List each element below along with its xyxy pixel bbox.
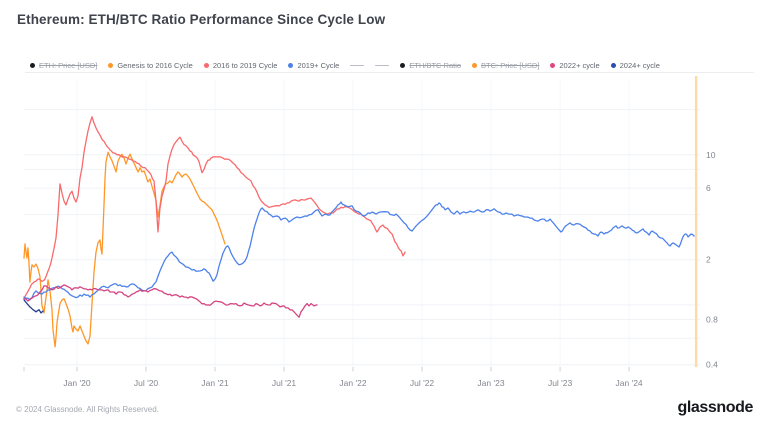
legend-dot-marker <box>400 62 406 68</box>
y-tick-label: 0.4 <box>706 360 718 370</box>
legend-item-eth-price-usd[interactable]: ETH: Price [USD] <box>30 61 97 70</box>
legend-dot-marker <box>610 62 616 68</box>
legend-dot-marker <box>30 62 35 68</box>
legend: ETH: Price [USD] Genesis to 2016 Cycle 201… <box>30 58 708 72</box>
x-tick-label: Jan '22 <box>339 378 366 388</box>
legend-item-2024-cycle[interactable]: 2024+ cycle <box>610 60 660 70</box>
x-tick-label: Jan '24 <box>616 378 643 388</box>
legend-dash-marker <box>350 64 365 66</box>
legend-item-2022-cycle[interactable]: 2022+ cycle <box>550 60 600 70</box>
legend-item-dash-5[interactable] <box>375 64 390 66</box>
series-line-genesis-to-2016-cycle[interactable] <box>23 151 226 348</box>
legend-dash-marker <box>375 64 390 66</box>
series-line-2024-cycle[interactable] <box>23 299 44 314</box>
legend-item-label: 2024+ cycle <box>619 60 660 70</box>
legend-dot-marker <box>472 62 478 68</box>
series-line-2022-cycle[interactable] <box>23 284 318 318</box>
legend-item-genesis-to-2016-cycle[interactable]: Genesis to 2016 Cycle <box>108 60 193 70</box>
legend-item-2019-cycle[interactable]: 2019+ Cycle <box>288 61 339 70</box>
page-title: Ethereum: ETH/BTC Ratio Performance Sinc… <box>17 12 386 27</box>
legend-item-label: BTC: Price [USD] <box>481 60 540 70</box>
copyright-text: © 2024 Glassnode. All Rights Reserved. <box>16 405 159 414</box>
legend-dot-marker <box>550 62 556 68</box>
x-tick-label: Jul '23 <box>548 378 573 388</box>
legend-dot-marker <box>108 62 114 68</box>
legend-item-label: ETH/BTC Ratio <box>409 60 462 70</box>
x-tick-label: Jul '21 <box>272 378 297 388</box>
x-tick-label: Jul '22 <box>410 378 435 388</box>
series-line-2016-to-2019-cycle[interactable] <box>23 116 406 299</box>
legend-item-dash-4[interactable] <box>350 64 365 66</box>
x-tick-label: Jul '20 <box>134 378 159 388</box>
legend-item-label: Genesis to 2016 Cycle <box>117 60 193 70</box>
x-tick-label: Jan '21 <box>201 378 228 388</box>
legend-separator <box>25 72 754 73</box>
legend-item-label: ETH: Price [USD] <box>39 60 98 70</box>
legend-item-label: 2016 to 2019 Cycle <box>212 60 278 70</box>
legend-item-label: 2019+ Cycle <box>297 60 340 70</box>
legend-dot-marker <box>288 62 294 68</box>
x-tick-label: Jan '20 <box>63 378 90 388</box>
y-tick-label: 10 <box>706 150 716 160</box>
legend-dot-marker <box>203 62 209 68</box>
x-tick-label: Jan '23 <box>477 378 504 388</box>
y-tick-label: 6 <box>706 183 711 193</box>
legend-item-label: 2022+ cycle <box>559 60 600 70</box>
series-line-2019-cycle[interactable] <box>23 201 695 301</box>
y-tick-label: 2 <box>706 255 711 265</box>
legend-item-2016-to-2019-cycle[interactable]: 2016 to 2019 Cycle <box>203 60 278 70</box>
legend-item-btc-price-usd[interactable]: BTC: Price [USD] <box>472 61 539 70</box>
y-tick-label: 0.8 <box>706 315 718 325</box>
legend-item-eth-btc-ratio[interactable]: ETH/BTC Ratio <box>400 61 461 70</box>
glassnode-logo: glassnode <box>677 399 753 416</box>
